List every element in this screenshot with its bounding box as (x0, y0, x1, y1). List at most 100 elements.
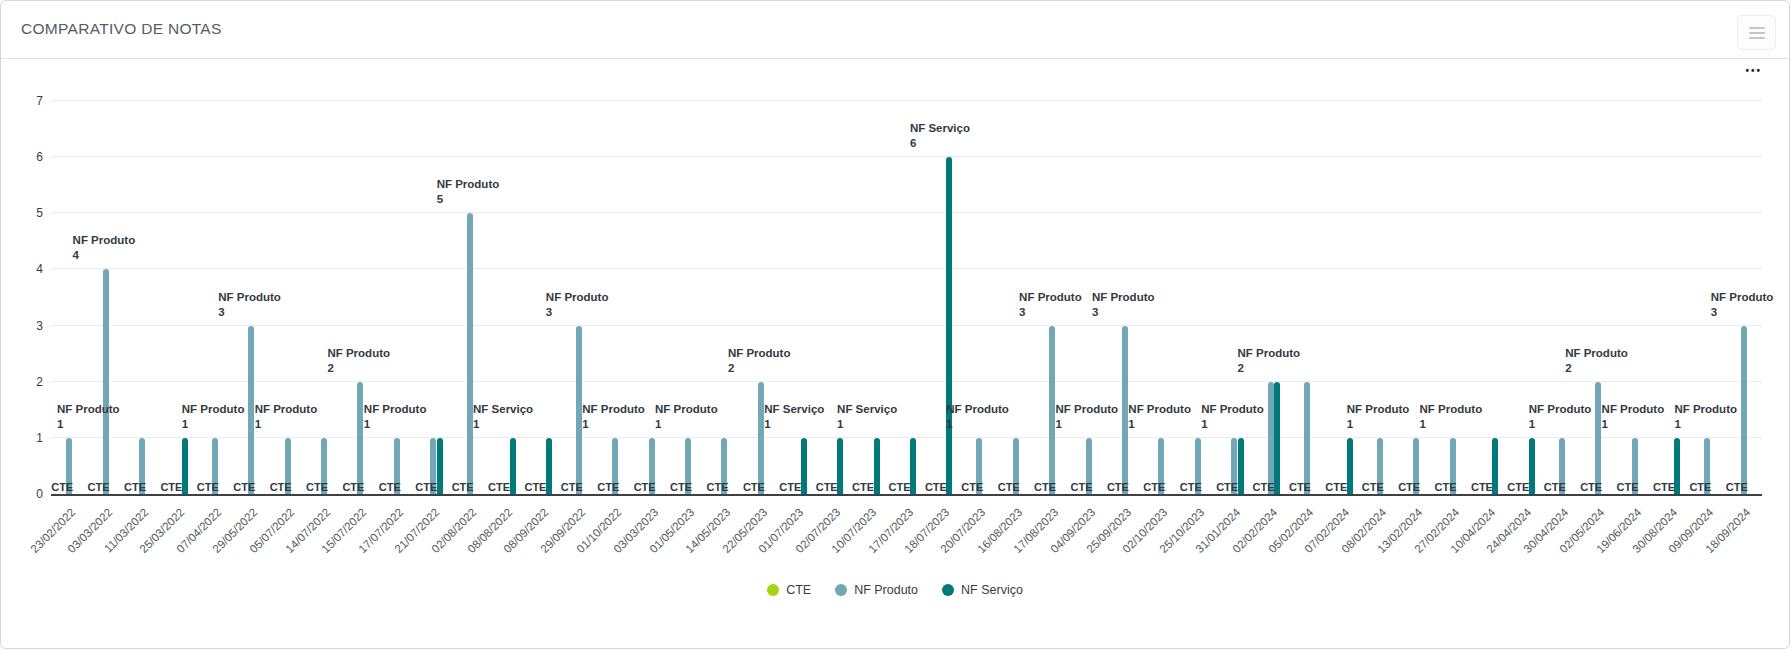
bar-nf-servico[interactable] (1274, 382, 1280, 494)
bar-nf-servico[interactable] (510, 438, 516, 494)
legend-marker-icon (835, 584, 847, 596)
data-label-series: NF Produto (57, 402, 120, 417)
cte-data-label: CTE (1143, 481, 1165, 493)
bar-nf-servico[interactable] (910, 438, 916, 494)
bar-nf-servico[interactable] (874, 438, 880, 494)
cte-data-label: CTE (561, 481, 583, 493)
data-label-series: NF Produto (218, 290, 281, 305)
bar-nf-servico[interactable] (546, 438, 552, 494)
cte-data-label: CTE (1362, 481, 1384, 493)
data-label-series: NF Produto (1092, 290, 1155, 305)
data-label-series: NF Produto (255, 402, 318, 417)
data-label-value: 4 (73, 248, 136, 263)
data-label-nf-produto: NF Produto1 (182, 402, 245, 432)
bar-nf-produto[interactable] (576, 326, 582, 494)
bar-nf-servico[interactable] (946, 157, 952, 494)
bar-nf-produto[interactable] (1049, 326, 1055, 494)
bar-nf-produto[interactable] (1304, 382, 1310, 494)
card-header: COMPARATIVO DE NOTAS (1, 1, 1789, 59)
data-label-series: NF Serviço (910, 121, 970, 136)
gridline (51, 268, 1762, 269)
bar-nf-produto[interactable] (248, 326, 254, 494)
cte-data-label: CTE (1216, 481, 1238, 493)
data-label-series: NF Produto (1128, 402, 1191, 417)
bar-nf-produto[interactable] (1122, 326, 1128, 494)
bar-nf-servico[interactable] (182, 438, 188, 494)
data-label-series: NF Serviço (473, 402, 533, 417)
bar-nf-servico[interactable] (801, 438, 807, 494)
bar-nf-produto[interactable] (357, 382, 363, 494)
data-label-series: NF Serviço (764, 402, 824, 417)
data-label-nf-produto: NF Produto5 (437, 177, 500, 207)
bar-nf-servico[interactable] (1674, 438, 1680, 494)
bar-nf-produto[interactable] (1595, 382, 1601, 494)
data-label-nf-servico: NF Serviço1 (764, 402, 824, 432)
bar-nf-produto[interactable] (103, 269, 109, 494)
legend-item-cte[interactable]: CTE (767, 583, 811, 597)
data-label-nf-produto: NF Produto4 (73, 233, 136, 263)
bar-nf-servico[interactable] (1529, 438, 1535, 494)
gridline (51, 212, 1762, 213)
data-label-series: NF Produto (437, 177, 500, 192)
data-label-nf-servico: NF Serviço6 (910, 121, 970, 151)
data-label-value: 1 (582, 417, 645, 432)
data-label-nf-servico: NF Serviço1 (473, 402, 533, 432)
bar-nf-produto[interactable] (1741, 326, 1747, 494)
chart-legend: CTE NF Produto NF Serviço (1, 583, 1789, 597)
data-label-value: 3 (218, 305, 281, 320)
data-label-nf-produto: NF Produto1 (364, 402, 427, 432)
cte-data-label: CTE (634, 481, 656, 493)
bar-nf-servico[interactable] (1492, 438, 1498, 494)
data-label-series: NF Produto (582, 402, 645, 417)
bar-nf-servico[interactable] (1347, 438, 1353, 494)
data-label-series: NF Produto (182, 402, 245, 417)
cte-data-label: CTE (1289, 481, 1311, 493)
data-label-nf-produto: NF Produto1 (1529, 402, 1592, 432)
data-label-nf-produto: NF Produto2 (1565, 346, 1628, 376)
cte-data-label: CTE (670, 481, 692, 493)
data-label-value: 6 (910, 136, 970, 151)
data-label-nf-produto: NF Produto3 (1092, 290, 1155, 320)
gridline (51, 437, 1762, 438)
data-label-value: 1 (1602, 417, 1665, 432)
y-axis-label: 6 (1, 150, 43, 164)
cte-data-label: CTE (743, 481, 765, 493)
cte-data-label: CTE (88, 481, 110, 493)
bar-nf-produto[interactable] (1268, 382, 1274, 494)
data-label-nf-servico: NF Serviço1 (837, 402, 897, 432)
bar-nf-servico[interactable] (837, 438, 843, 494)
cte-data-label: CTE (379, 481, 401, 493)
data-label-series: NF Produto (655, 402, 718, 417)
data-label-nf-produto: NF Produto2 (1238, 346, 1301, 376)
legend-item-nf-servico[interactable]: NF Serviço (942, 583, 1023, 597)
data-label-value: 2 (1238, 361, 1301, 376)
cte-data-label: CTE (1398, 481, 1420, 493)
cte-data-label: CTE (925, 481, 947, 493)
cte-data-label: CTE (1325, 481, 1347, 493)
bar-nf-produto[interactable] (467, 213, 473, 494)
bar-nf-produto[interactable] (758, 382, 764, 494)
hamburger-menu-button[interactable] (1737, 15, 1776, 50)
chart-menu-icon[interactable]: ••• (1745, 65, 1762, 76)
bar-nf-servico[interactable] (1238, 438, 1244, 494)
data-label-value: 1 (57, 417, 120, 432)
data-label-value: 1 (837, 417, 897, 432)
data-label-nf-produto: NF Produto1 (946, 402, 1009, 432)
y-axis-label: 5 (1, 206, 43, 220)
cte-data-label: CTE (816, 481, 838, 493)
legend-marker-icon (767, 584, 779, 596)
cte-data-label: CTE (1471, 481, 1493, 493)
data-label-series: NF Produto (1565, 346, 1628, 361)
data-label-series: NF Produto (1711, 290, 1774, 305)
legend-item-nf-produto[interactable]: NF Produto (835, 583, 918, 597)
gridline (51, 100, 1762, 101)
cte-data-label: CTE (160, 481, 182, 493)
data-label-nf-produto: NF Produto1 (57, 402, 120, 432)
bar-nf-servico[interactable] (437, 438, 443, 494)
data-label-nf-produto: NF Produto1 (582, 402, 645, 432)
cte-data-label: CTE (889, 481, 911, 493)
cte-data-label: CTE (51, 481, 73, 493)
data-label-value: 1 (655, 417, 718, 432)
y-axis-label: 3 (1, 319, 43, 333)
y-axis-label: 1 (1, 431, 43, 445)
